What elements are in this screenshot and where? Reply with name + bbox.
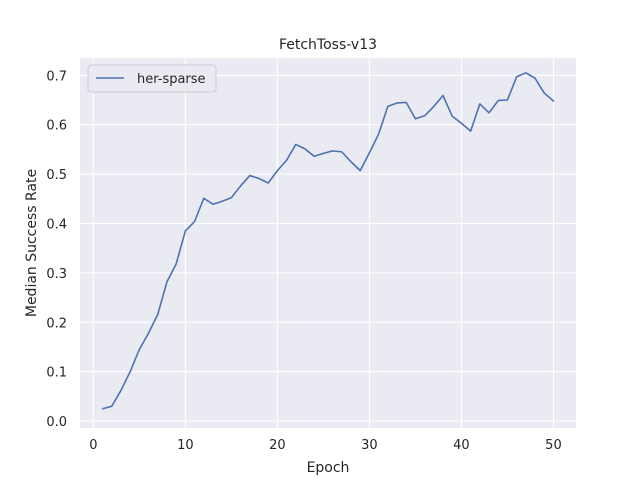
y-tick-label-6: 0.6 — [46, 119, 67, 134]
series-layer — [101, 72, 555, 410]
legend-label-her-sparse: her-sparse — [137, 72, 206, 87]
series-line-her-sparse — [101, 72, 555, 410]
legend: her-sparse — [87, 64, 217, 93]
y-tick-label-4: 0.4 — [46, 217, 67, 232]
x-tick-label-10: 10 — [177, 438, 194, 453]
x-tick-label-0: 0 — [89, 438, 97, 453]
y-tick-labels: 0.0 0.1 0.2 0.3 0.4 0.5 0.6 0.7 — [46, 69, 67, 430]
x-tick-label-20: 20 — [269, 438, 286, 453]
y-axis-label: Median Success Rate — [24, 169, 40, 317]
x-tick-label-50: 50 — [545, 438, 562, 453]
x-tick-label-30: 30 — [361, 438, 378, 453]
y-tick-label-7: 0.7 — [46, 69, 67, 84]
y-tick-label-0: 0.0 — [46, 415, 67, 430]
grid — [80, 58, 576, 428]
x-tick-labels: 0 10 20 30 40 50 — [89, 438, 562, 453]
y-tick-label-3: 0.3 — [46, 267, 67, 282]
y-tick-label-5: 0.5 — [46, 168, 67, 183]
x-axis-label: Epoch — [307, 460, 350, 476]
x-tick-label-40: 40 — [453, 438, 470, 453]
y-tick-label-1: 0.1 — [46, 366, 67, 381]
chart-title: FetchToss-v13 — [279, 37, 377, 53]
legend-box — [87, 64, 217, 93]
plot-area — [80, 58, 576, 428]
y-tick-label-2: 0.2 — [46, 316, 67, 331]
